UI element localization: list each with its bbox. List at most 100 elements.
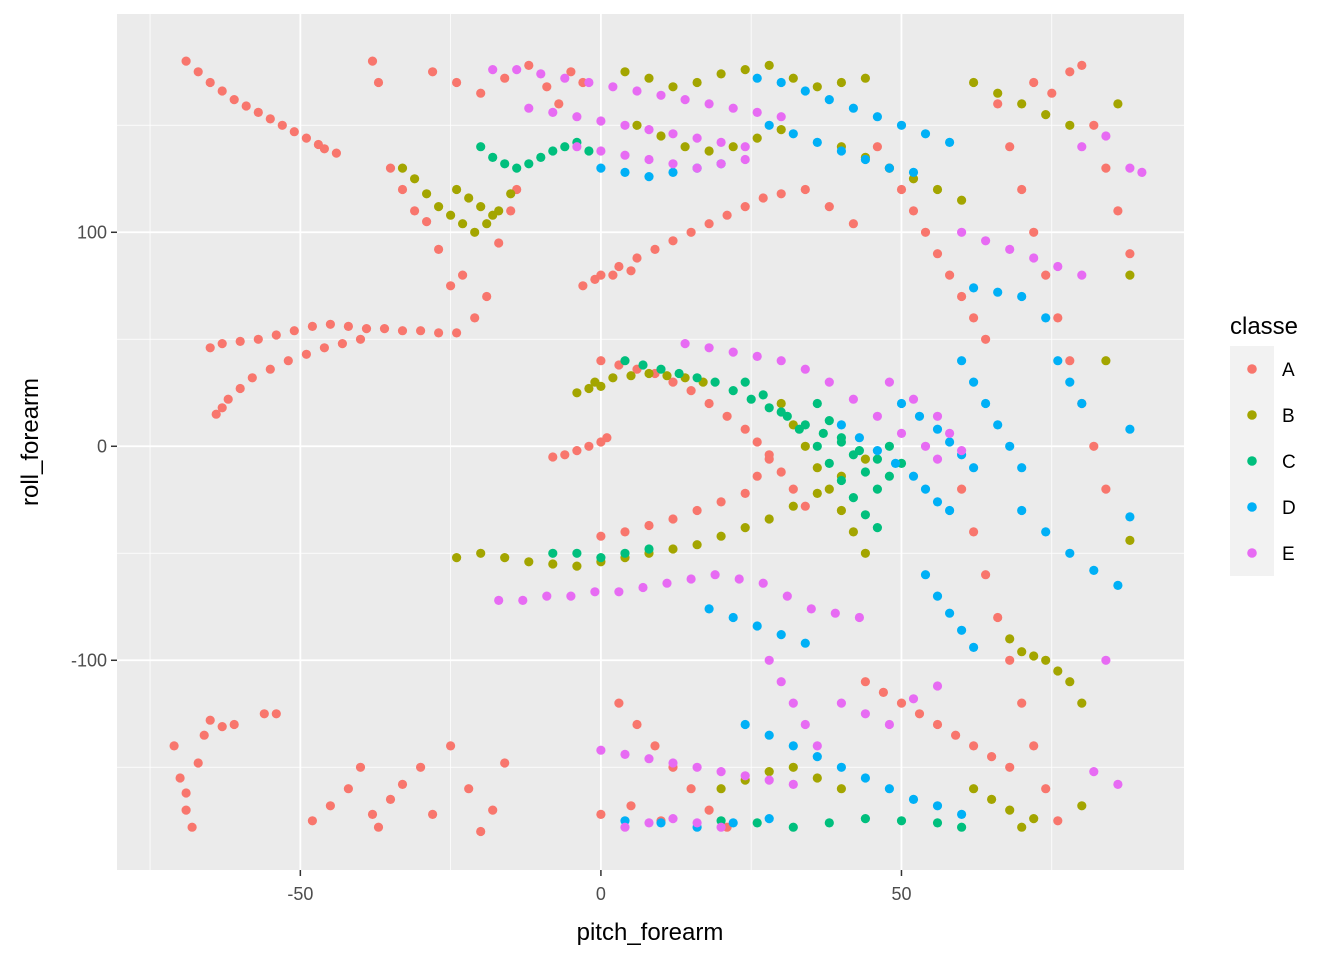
data-point [182, 806, 191, 815]
data-point [656, 818, 665, 827]
data-point [560, 450, 569, 459]
data-point [969, 78, 978, 87]
data-point [849, 493, 858, 502]
data-point [873, 446, 882, 455]
data-point [320, 343, 329, 352]
data-point [717, 767, 726, 776]
data-point [825, 95, 834, 104]
data-point [765, 455, 774, 464]
data-point [729, 348, 738, 357]
y-tick-label: 0 [97, 436, 107, 456]
data-point [849, 104, 858, 113]
data-point [777, 630, 786, 639]
data-point [476, 827, 485, 836]
data-point [668, 758, 677, 767]
data-point [1113, 780, 1122, 789]
data-point [777, 112, 786, 121]
data-point [584, 442, 593, 451]
data-point [837, 146, 846, 155]
data-point [206, 78, 215, 87]
data-point [933, 249, 942, 258]
data-point [632, 253, 641, 262]
data-point [969, 643, 978, 652]
data-point [957, 823, 966, 832]
data-point [969, 378, 978, 387]
data-point [644, 818, 653, 827]
data-point [765, 776, 774, 785]
data-point [885, 442, 894, 451]
data-point [945, 271, 954, 280]
data-point [861, 773, 870, 782]
data-point [933, 720, 942, 729]
data-point [1005, 442, 1014, 451]
data-point [434, 202, 443, 211]
data-point [993, 613, 1002, 622]
data-point [987, 795, 996, 804]
data-point [777, 399, 786, 408]
data-point [837, 506, 846, 515]
data-point [596, 116, 605, 125]
data-point [909, 395, 918, 404]
data-point [644, 369, 653, 378]
data-point [206, 716, 215, 725]
data-point [572, 549, 581, 558]
data-point [548, 452, 557, 461]
data-point [302, 134, 311, 143]
x-tick-label: 50 [891, 884, 911, 904]
data-point [266, 365, 275, 374]
data-point [578, 281, 587, 290]
data-point [644, 74, 653, 83]
data-point [1065, 677, 1074, 686]
data-point [338, 339, 347, 348]
data-point [596, 356, 605, 365]
data-point [741, 489, 750, 498]
data-point [741, 425, 750, 434]
data-point [236, 384, 245, 393]
data-point [488, 153, 497, 162]
data-point [813, 773, 822, 782]
data-point [548, 549, 557, 558]
data-point [1053, 313, 1062, 322]
data-point [1053, 816, 1062, 825]
data-point [885, 378, 894, 387]
data-point [933, 455, 942, 464]
data-point [374, 78, 383, 87]
data-point [741, 771, 750, 780]
data-point [753, 621, 762, 630]
data-point [717, 159, 726, 168]
data-point [236, 337, 245, 346]
data-point [753, 818, 762, 827]
data-point [572, 446, 581, 455]
data-point [1017, 506, 1026, 515]
data-point [885, 720, 894, 729]
data-point [957, 292, 966, 301]
data-point [897, 816, 906, 825]
data-point [753, 472, 762, 481]
data-point [272, 330, 281, 339]
data-point [729, 386, 738, 395]
data-point [741, 378, 750, 387]
data-point [759, 193, 768, 202]
data-point [1125, 512, 1134, 521]
data-point [632, 86, 641, 95]
data-point [1101, 131, 1110, 140]
data-point [789, 699, 798, 708]
data-point [741, 65, 750, 74]
data-point [789, 823, 798, 832]
data-point [626, 801, 635, 810]
data-point [656, 365, 665, 374]
data-point [218, 86, 227, 95]
data-point [260, 709, 269, 718]
data-point [1125, 425, 1134, 434]
data-point [765, 767, 774, 776]
data-point [1101, 656, 1110, 665]
data-point [1017, 99, 1026, 108]
data-point [777, 407, 786, 416]
data-point [386, 795, 395, 804]
data-point [681, 339, 690, 348]
data-point [945, 429, 954, 438]
data-point [626, 266, 635, 275]
data-point [494, 238, 503, 247]
data-point [987, 752, 996, 761]
data-point [831, 609, 840, 618]
